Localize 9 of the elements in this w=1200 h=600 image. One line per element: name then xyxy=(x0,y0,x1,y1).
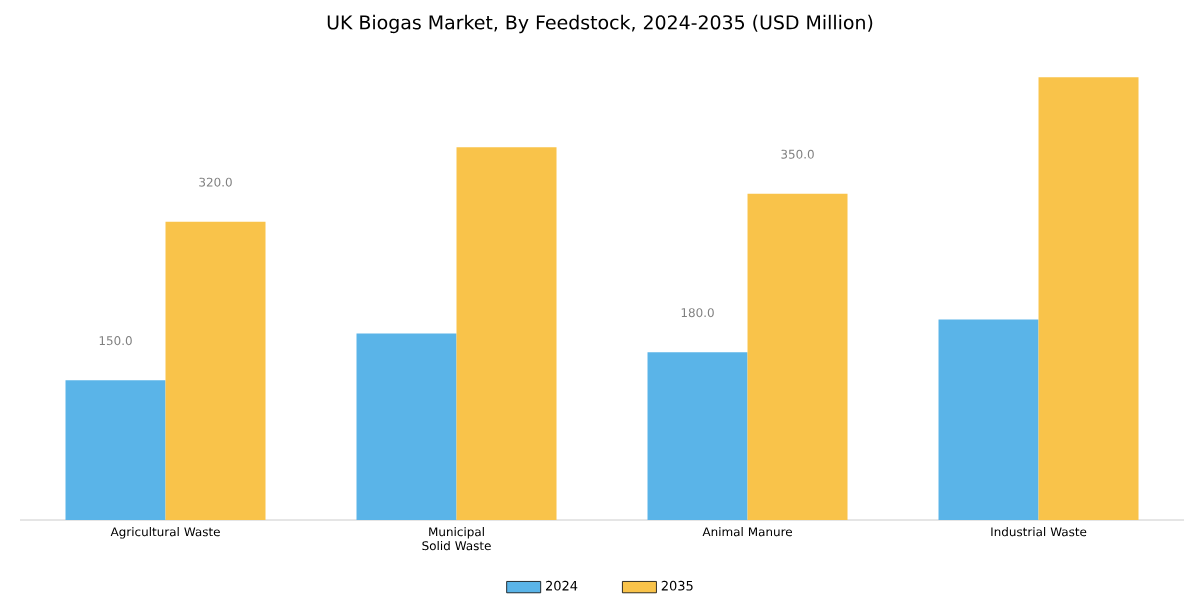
bar xyxy=(938,319,1039,520)
chart-title: UK Biogas Market, By Feedstock, 2024-2035 (USD Million) xyxy=(327,14,873,34)
bar xyxy=(456,147,557,520)
bar xyxy=(647,352,748,520)
bar xyxy=(1038,77,1139,520)
bar xyxy=(65,380,166,520)
bar xyxy=(165,221,266,520)
bar xyxy=(747,193,848,520)
bar xyxy=(356,333,457,520)
